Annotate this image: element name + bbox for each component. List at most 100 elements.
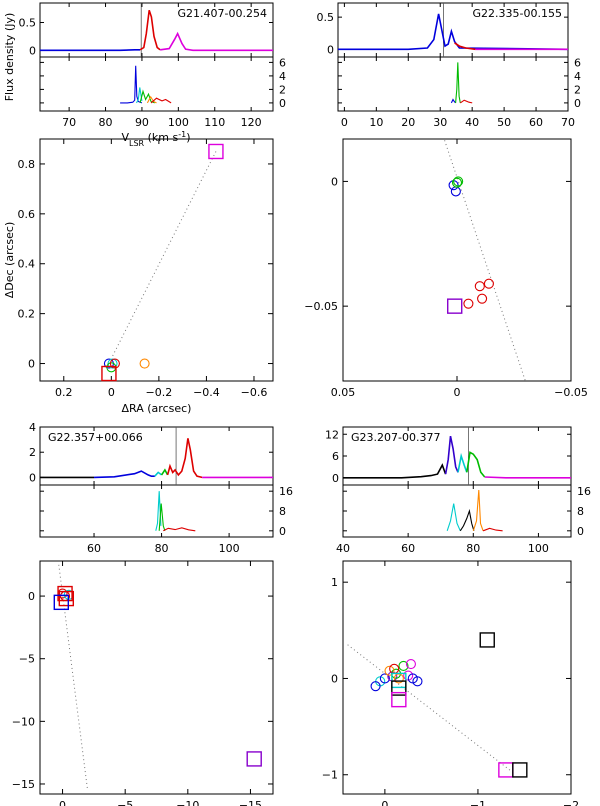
g21-top-series-blue: [40, 48, 141, 52]
g22a-top-series-red: [454, 42, 476, 51]
g22a-map-circle-marker: [451, 177, 463, 188]
g23-map-xtick-label: −2: [563, 799, 579, 806]
g22a-bottom-frame: [337, 56, 569, 112]
g22b-bottom-ytick-label: 0: [279, 525, 286, 538]
g23-bottom-series-cyan: [446, 503, 461, 532]
g22b-map-frame: [39, 560, 274, 795]
g21-map-xtick-label: 0.2: [55, 386, 73, 399]
g22a-xtick-label: 0: [341, 116, 348, 129]
g23-map-circle-marker: [384, 665, 395, 676]
g23-bottom-ytick-label: 16: [577, 485, 591, 498]
g22a-xtick-label: 10: [369, 116, 383, 129]
g22a-map-xtick-label: −0.05: [554, 386, 588, 399]
g23-map-xtick-label: 0: [381, 799, 388, 806]
g21-xtick-label: 80: [99, 116, 113, 129]
g21-xtick-label: 90: [135, 116, 149, 129]
g22a-bottom-ytick-label: 4: [574, 70, 581, 83]
g21-title: G21.407-00.254: [178, 7, 267, 20]
g22a-map-circle-marker: [483, 278, 494, 289]
g23-map-ytick-label: 1: [331, 576, 338, 589]
g23-top-ytick-label: 12: [325, 428, 339, 441]
g22a-bottom-ytick-label: 0: [574, 97, 581, 110]
g22b-top-series-green: [160, 468, 169, 476]
g23-map-circle-marker: [412, 676, 423, 687]
g23-map-circle-marker: [370, 681, 381, 692]
g23-top-series-black: [343, 463, 447, 479]
g22b-map-square-marker: [246, 751, 262, 767]
g21-map-circle-marker: [139, 358, 150, 369]
g22a-map-circle-marker: [477, 293, 488, 304]
g21-bottom-ytick-label: 4: [279, 70, 286, 83]
spectrum-xlabel-unit: (km s: [144, 131, 178, 144]
g22b-top-series-cyan: [154, 471, 163, 477]
g22a-xtick-label: 30: [433, 116, 447, 129]
g22b-map-xtick-label: 0: [59, 799, 66, 806]
g22b-map-square-marker: [58, 590, 75, 607]
g22a-map-xtick-label: 0: [454, 386, 461, 399]
g23-map-circle-marker: [398, 660, 409, 671]
spectrum-xlabel-close: ): [186, 131, 190, 144]
g21-map-xtick-label: −0.6: [241, 386, 268, 399]
g23-bottom-ytick-label: 8: [577, 505, 584, 518]
g22a-xtick-label: 70: [561, 116, 575, 129]
g21-map-xtick-label: −0.4: [193, 386, 220, 399]
g22a-bottom-series-green: [455, 62, 461, 103]
g21-bottom-series-red: [150, 97, 172, 104]
g23-bottom-ytick-label: 0: [577, 525, 584, 538]
g21-map-xtick-label: 0: [108, 386, 115, 399]
g21-top-series-magenta: [159, 31, 273, 52]
g21-map-ylabel: ΔDec (arcsec): [3, 222, 16, 299]
g21-xtick-label: 100: [168, 116, 189, 129]
g22a-bottom-ytick-label: 2: [574, 83, 581, 96]
g22b-bottom-ytick-label: 16: [279, 485, 293, 498]
g22a-map-fit-line: [443, 139, 526, 381]
g21-xtick-label: 110: [204, 116, 225, 129]
g21-map-frame: [39, 138, 274, 382]
g22a-bottom-ytick-label: 6: [574, 56, 581, 69]
g22a-map-circle-marker: [453, 176, 464, 187]
g22b-map-square-marker: [53, 594, 69, 611]
g22b-top-ytick-label: 0: [29, 471, 36, 484]
g23-map-square-marker: [391, 691, 407, 708]
spectrum-ylabel: Flux density (Jy): [3, 13, 16, 102]
g23-map-square-marker: [498, 762, 514, 778]
g22b-map-ytick-label: −10: [12, 715, 35, 728]
g21-bottom-series-orange: [146, 95, 157, 104]
g21-map-square-marker: [208, 143, 224, 160]
g23-map-circle-marker: [405, 658, 416, 670]
g22b-bottom-series-red: [163, 527, 196, 532]
spectrum-xlabel-exp: -1: [178, 130, 186, 139]
g21-map-ytick-label: 0.4: [18, 258, 36, 271]
g22b-bottom-series-cyan: [155, 491, 162, 531]
g23-bottom-series-orange: [472, 489, 484, 531]
g22a-top-ytick-label: 0: [327, 43, 334, 56]
g22a-map-circle-marker: [463, 298, 474, 309]
g21-map-xlabel: ΔRA (arcsec): [122, 402, 192, 415]
g23-map-circle-marker: [379, 673, 390, 684]
g22b-xtick-label: 60: [87, 542, 101, 555]
g22b-top-ytick-label: 4: [29, 421, 36, 434]
g23-xtick-label: 80: [466, 542, 480, 555]
g21-map-fit-line: [110, 151, 217, 359]
g22a-xtick-label: 40: [465, 116, 479, 129]
g21-map-xtick-label: −0.2: [146, 386, 173, 399]
g21-bottom-frame: [39, 56, 274, 112]
g22a-map-frame: [342, 138, 572, 382]
g23-top-series-green: [466, 451, 486, 478]
g22b-map-ytick-label: 0: [28, 590, 35, 603]
g21-bottom-ytick-label: 6: [279, 56, 286, 69]
g21-top-ytick-label: 0: [29, 44, 36, 57]
g22b-top-ytick-label: 2: [29, 446, 36, 459]
g22a-bottom-series-red: [459, 99, 473, 104]
g22a-xtick-label: 60: [529, 116, 543, 129]
g23-top-series-blue: [444, 435, 459, 475]
g23-top-series-cyan: [457, 452, 468, 473]
g22a-map-square-marker: [447, 298, 463, 314]
g23-bottom-series-black: [459, 508, 475, 532]
g22a-title: G22.335-00.155: [473, 7, 562, 20]
g22a-xtick-label: 50: [497, 116, 511, 129]
g23-xtick-label: 40: [336, 542, 350, 555]
spectrum-xlabel-sub: LSR: [129, 139, 145, 148]
g23-bottom-frame: [342, 484, 572, 538]
g21-map-ytick-label: 0.2: [18, 308, 36, 321]
